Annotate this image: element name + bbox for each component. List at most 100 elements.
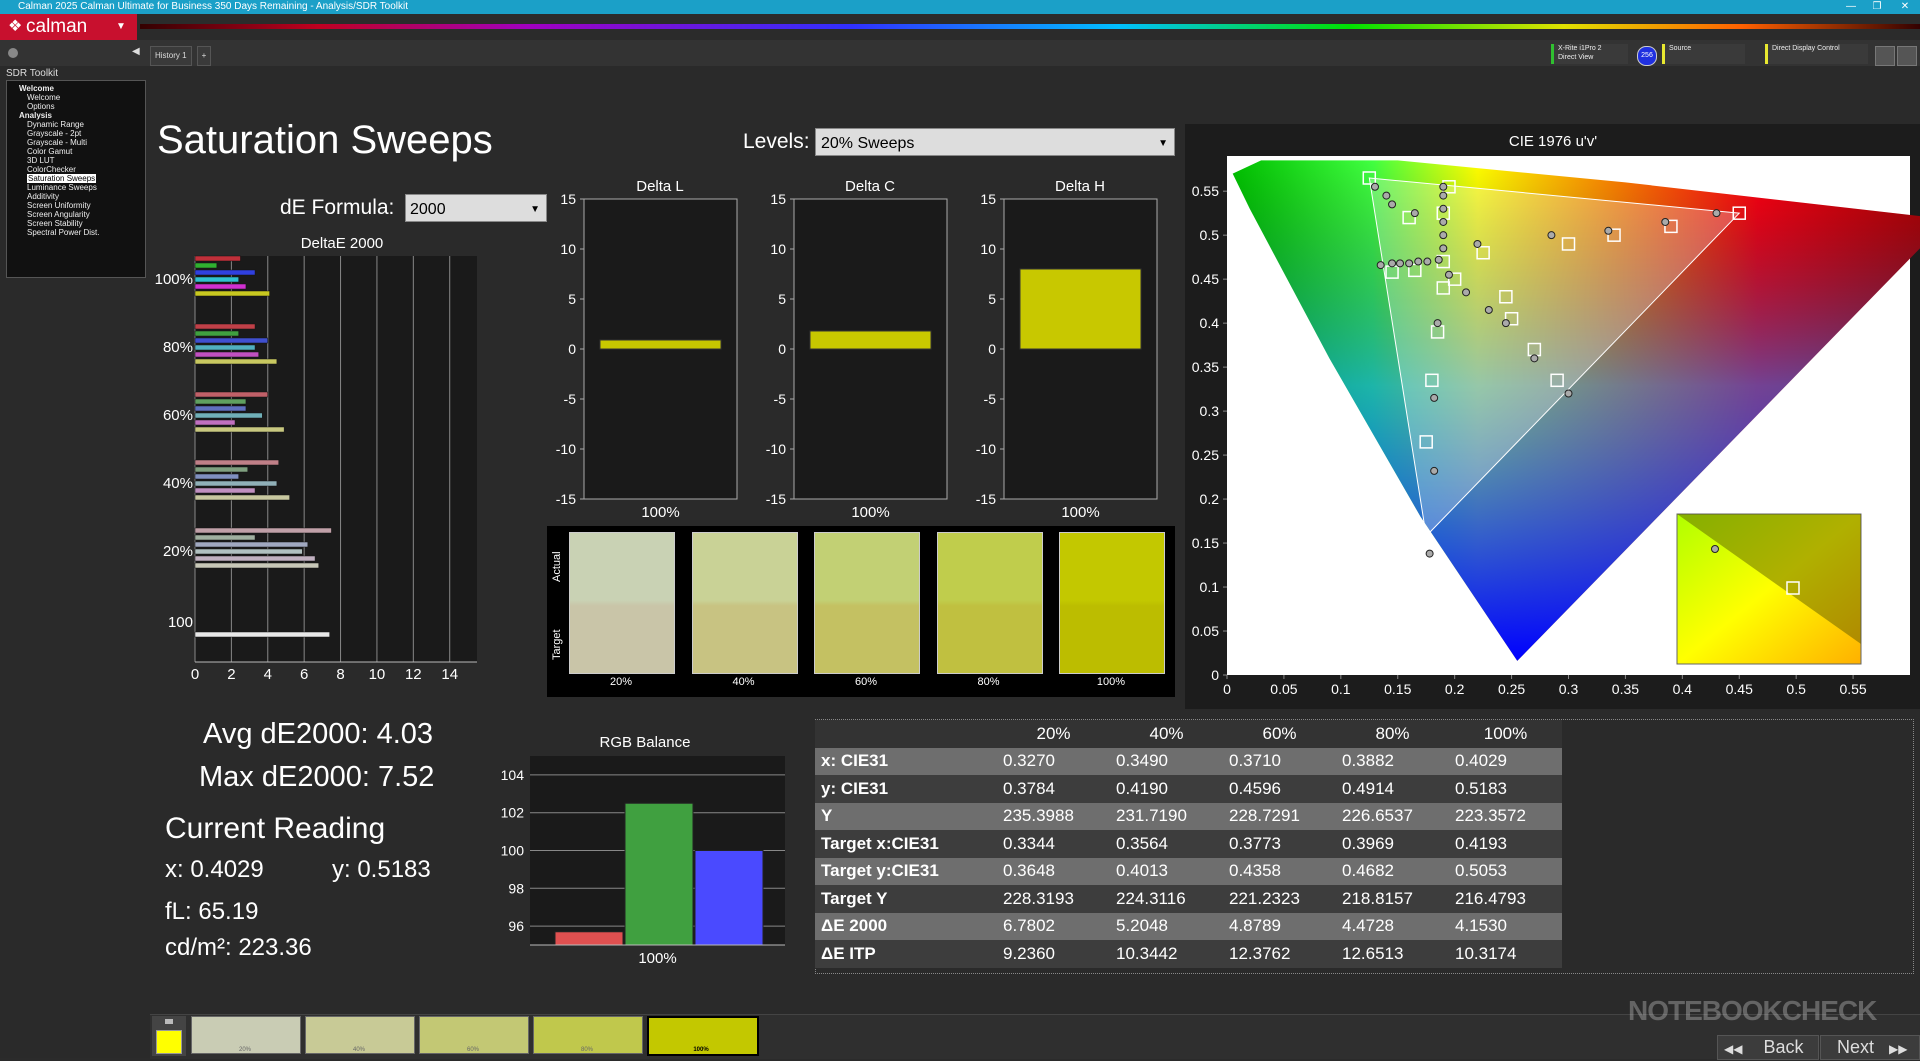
current-color-panel <box>152 1016 186 1056</box>
collapse-panel-icon[interactable]: ◀ <box>132 46 140 57</box>
cie-ytick: 0.35 <box>1192 359 1219 375</box>
table-cell: 0.3490 <box>1110 747 1223 775</box>
meter-selector[interactable]: X-Rite i1Pro 2 Direct View <box>1551 44 1628 64</box>
meter-mode: Direct View <box>1558 54 1594 61</box>
deltae-bar <box>194 398 247 405</box>
source-selector[interactable]: Source <box>1662 44 1745 64</box>
sidebar-item[interactable]: Screen Uniformity <box>27 201 91 210</box>
sidebar-item[interactable]: Analysis <box>19 111 52 120</box>
calman-menu-button[interactable]: ❖ calman ▼ <box>0 14 137 40</box>
table-cell: 0.5053 <box>1449 857 1562 885</box>
swatch-label: 60% <box>854 676 878 688</box>
display-label: Direct Display Control <box>1772 45 1840 52</box>
tab-history-1[interactable]: History 1 <box>150 46 192 66</box>
meter-badge[interactable]: 256 <box>1637 46 1657 66</box>
color-swatch <box>569 532 675 674</box>
cie-target-point <box>1413 527 1428 542</box>
sidebar-item[interactable]: Color Gamut <box>27 147 73 156</box>
formula-select[interactable]: 2000 ▼ <box>405 194 547 222</box>
rgb-ytick: 96 <box>508 918 524 934</box>
table-row-label: y: CIE31 <box>815 775 997 803</box>
sidebar-item[interactable]: Dynamic Range <box>27 120 84 129</box>
cie-measured-point <box>1388 259 1397 268</box>
deltae-xtick: 10 <box>369 666 386 683</box>
table-row-label: Target y:CIE31 <box>815 857 997 885</box>
back-button[interactable]: ◀◀ Back <box>1717 1035 1819 1060</box>
gear-icon[interactable] <box>1897 46 1917 66</box>
deltae-bar <box>194 480 278 487</box>
deltae-bar <box>194 487 256 494</box>
step-swatch[interactable] <box>191 1016 301 1054</box>
deltae-xtick: 0 <box>191 666 199 683</box>
sidebar-item[interactable]: Welcome <box>19 84 54 93</box>
table-column-header: 100% <box>1449 720 1562 748</box>
sidebar-item[interactable]: Screen Stability <box>27 219 83 228</box>
deltae-xtick: 2 <box>227 666 235 683</box>
cie-measured-point <box>1439 204 1448 213</box>
deltae-xtick: 12 <box>405 666 422 683</box>
table-cell: 0.4358 <box>1223 857 1336 885</box>
table-cell: 0.3784 <box>997 775 1110 803</box>
cie-measured-point <box>1423 257 1432 266</box>
fl-reading: fL: 65.19 <box>165 898 259 925</box>
delta-ytick: -5 <box>984 391 997 407</box>
cie-zoom-inset <box>1676 513 1862 665</box>
table-row: ΔE ITP 9.2360 10.3442 12.3762 12.6513 10.3174 <box>815 940 1562 968</box>
delta-chart-title: Delta C <box>845 178 895 195</box>
sidebar-item[interactable]: Luminance Sweeps <box>27 183 97 192</box>
delta-xlabel: 100% <box>851 504 889 520</box>
table-row-label: Target Y <box>815 885 997 913</box>
minimize-button[interactable]: — <box>1846 1 1856 12</box>
sidebar-item[interactable]: Grayscale - Multi <box>27 138 88 147</box>
sidebar-item[interactable]: Screen Angularity <box>27 210 90 219</box>
display-selector[interactable]: Direct Display Control <box>1765 44 1868 64</box>
actual-label: Actual <box>551 551 563 582</box>
table-cell: 223.3572 <box>1449 802 1562 830</box>
delta-ytick: -15 <box>556 491 576 507</box>
deltae-chart-title: DeltaE 2000 <box>301 235 384 252</box>
back-label: Back <box>1763 1037 1804 1057</box>
step-swatch[interactable] <box>419 1016 529 1054</box>
table-cell: 0.3648 <box>997 857 1110 885</box>
sidebar-item[interactable]: Welcome <box>27 93 61 102</box>
color-swatch <box>1059 532 1165 674</box>
deltae-group-label: 100 <box>168 614 193 631</box>
sidebar-item[interactable]: Options <box>27 102 55 111</box>
sidebar-item[interactable]: 3D LUT <box>27 156 55 165</box>
pin-icon[interactable] <box>8 48 18 58</box>
settings-icon[interactable] <box>1875 46 1895 66</box>
step-swatch[interactable] <box>647 1016 759 1056</box>
sidebar-item[interactable]: Grayscale - 2pt <box>27 129 82 138</box>
cie-target-point <box>1402 210 1416 225</box>
avg-de: Avg dE2000: 4.03 <box>203 718 434 750</box>
next-label: Next <box>1837 1037 1875 1057</box>
maximize-button[interactable]: ❐ <box>1872 1 1882 12</box>
next-button[interactable]: Next ▶▶ <box>1820 1035 1920 1060</box>
levels-select[interactable]: 20% Sweeps ▼ <box>815 128 1175 156</box>
sidebar-item[interactable]: ColorChecker <box>27 165 76 174</box>
table-row-label: Target x:CIE31 <box>815 830 997 858</box>
table-cell: 216.4793 <box>1449 885 1562 913</box>
deltae-bar <box>194 405 247 412</box>
delta-ytick: 5 <box>988 291 996 307</box>
close-button[interactable]: ✕ <box>1900 1 1910 12</box>
cie-target-point <box>1419 435 1433 449</box>
swatch-label: 40% <box>732 676 755 688</box>
step-swatch[interactable] <box>533 1016 643 1054</box>
cie-ytick: 0.55 <box>1192 183 1219 199</box>
cie-measured-point <box>1382 191 1391 200</box>
sidebar-item[interactable]: Spectral Power Dist. <box>27 228 100 237</box>
camera-icon[interactable] <box>165 1019 173 1024</box>
source-label: Source <box>1669 45 1692 52</box>
y-reading: y: 0.5183 <box>332 856 431 883</box>
add-tab-button[interactable]: + <box>197 46 211 66</box>
cie-target-point <box>1499 289 1513 304</box>
delta-chart: Delta H 15 10 5 0 -5 -10 -15 100% <box>976 178 1158 520</box>
delta-ytick: -10 <box>556 441 576 457</box>
cie-measured-point <box>1484 305 1493 314</box>
sidebar-item[interactable]: Saturation Sweeps <box>27 174 97 183</box>
current-reading-title: Current Reading <box>165 812 386 845</box>
sidebar-item[interactable]: Additivity <box>27 192 60 201</box>
cie-measured-point <box>1462 288 1471 297</box>
step-swatch[interactable] <box>305 1016 415 1054</box>
